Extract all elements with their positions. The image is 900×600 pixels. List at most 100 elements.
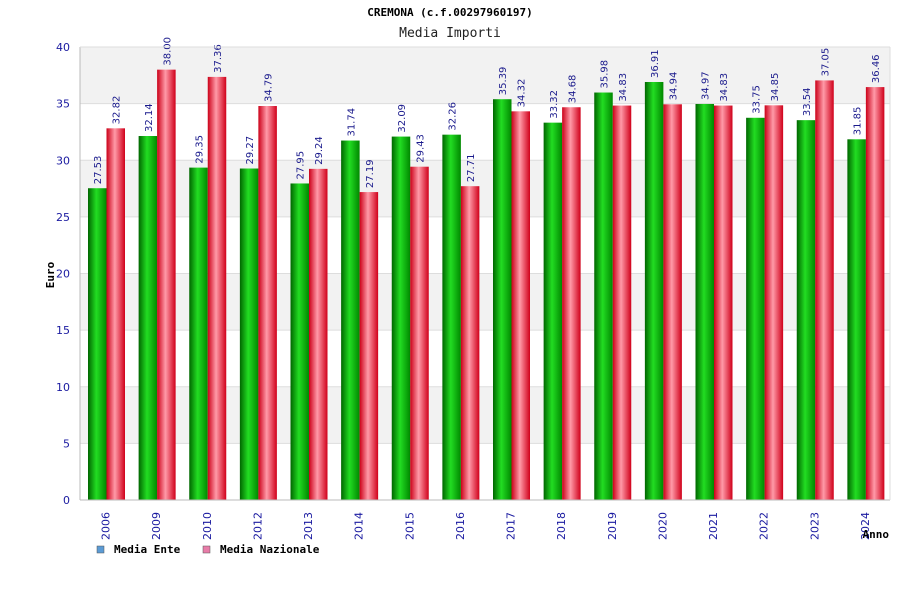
value-label: 35.98 (600, 60, 611, 89)
chart-subtitle: Media Importi (399, 26, 501, 41)
y-tick-label: 25 (56, 211, 70, 224)
value-label: 27.19 (365, 159, 376, 188)
x-tick-label: 2006 (100, 512, 113, 540)
bar-media-nazionale (865, 87, 885, 500)
bar-media-ente (138, 136, 158, 500)
x-tick-label: 2021 (707, 512, 720, 540)
bar-media-ente (391, 136, 411, 500)
axes: 0 5 10 15 20 25 30 35 40 2006 2009 2010 2012 2013 2014… (56, 41, 891, 540)
x-tick-label: 2010 (201, 512, 214, 540)
y-tick-label: 10 (56, 381, 70, 394)
x-tick-label: 2024 (859, 512, 872, 540)
bar-media-nazionale (764, 105, 784, 500)
x-tick-label: 2014 (353, 512, 366, 540)
legend-swatch (96, 545, 105, 554)
bars (88, 69, 885, 501)
value-label: 33.32 (549, 90, 560, 119)
value-label: 34.94 (669, 72, 680, 101)
bar-media-nazionale (460, 186, 480, 500)
value-label: 34.68 (567, 75, 578, 104)
value-label: 27.53 (93, 156, 104, 185)
y-tick-label: 15 (56, 324, 70, 337)
value-label: 37.36 (213, 44, 224, 73)
value-labels: 27.53 32.82 32.14 38.00 29.35 37.36 29.27 34.79… (93, 37, 882, 188)
value-label: 34.32 (517, 79, 528, 108)
value-label: 29.35 (195, 135, 206, 164)
bar-media-nazionale (258, 106, 277, 501)
bar-media-ente (543, 122, 563, 500)
value-label: 31.85 (853, 107, 864, 136)
bar-media-ente (695, 103, 714, 500)
value-label: 32.09 (397, 104, 408, 133)
bar-media-ente (594, 92, 613, 501)
x-tick-label: 2020 (656, 512, 669, 540)
y-axis-label: Euro (44, 261, 57, 288)
x-tick-label: 2017 (505, 512, 518, 540)
value-label: 34.83 (618, 73, 629, 102)
value-label: 27.71 (466, 154, 477, 183)
value-label: 29.27 (245, 136, 256, 165)
bar-media-nazionale (359, 192, 379, 501)
x-tick-label: 2019 (606, 512, 619, 540)
bar-media-ente (746, 117, 765, 500)
legend-label: Media Nazionale (220, 543, 320, 556)
bar-media-ente (493, 99, 512, 500)
value-label: 34.79 (264, 73, 275, 102)
value-label: 29.43 (416, 134, 427, 163)
value-label: 38.00 (162, 37, 173, 66)
legend-swatch (202, 545, 211, 554)
x-axis-label: Anno (863, 528, 890, 541)
bar-media-ente (189, 167, 208, 500)
y-tick-label: 20 (56, 268, 70, 281)
value-label: 31.74 (346, 108, 357, 137)
bar-media-nazionale (157, 69, 176, 501)
value-label: 27.95 (296, 151, 307, 180)
y-tick-label: 40 (56, 41, 70, 54)
bar-media-ente (290, 183, 309, 500)
bar-media-nazionale (511, 111, 530, 501)
x-tick-label: 2012 (251, 512, 264, 540)
bar-media-nazionale (612, 105, 632, 501)
legend: Media Ente Media Nazionale (96, 543, 320, 556)
value-label: 32.82 (112, 96, 123, 125)
x-tick-label: 2023 (808, 512, 821, 540)
y-tick-label: 30 (56, 154, 70, 167)
bar-media-nazionale (106, 128, 125, 500)
bar-media-ente (239, 168, 259, 500)
value-label: 34.85 (770, 73, 781, 102)
x-tick-label: 2018 (555, 512, 568, 540)
value-label: 36.91 (650, 49, 661, 78)
value-label: 35.39 (498, 67, 509, 96)
bar-media-ente (796, 120, 816, 501)
bar-media-ente (644, 81, 664, 500)
bar-media-nazionale (309, 168, 328, 500)
bar-media-ente (88, 188, 107, 500)
bar-media-nazionale (663, 104, 682, 500)
x-tick-label: 2022 (758, 512, 771, 540)
bar-media-nazionale (207, 76, 227, 500)
value-label: 34.83 (719, 73, 730, 102)
bar-media-nazionale (714, 105, 733, 501)
value-label: 33.54 (802, 88, 813, 117)
bar-media-ente (341, 140, 360, 500)
chart-title: CREMONA (c.f.00297960197) (367, 6, 533, 19)
x-tick-label: 2013 (302, 512, 315, 540)
x-tick-label: 2016 (454, 512, 467, 540)
bar-media-nazionale (815, 80, 834, 500)
bar-media-ente (442, 134, 461, 500)
value-label: 33.75 (751, 85, 762, 114)
value-label: 34.97 (701, 71, 712, 100)
bar-media-nazionale (562, 107, 581, 501)
x-tick-label: 2009 (150, 512, 163, 540)
x-tick-label: 2015 (403, 512, 416, 540)
legend-label: Media Ente (114, 543, 181, 556)
y-tick-label: 5 (63, 437, 70, 450)
y-tick-label: 35 (56, 98, 70, 111)
value-label: 32.14 (144, 103, 155, 132)
value-label: 32.26 (448, 102, 459, 131)
value-label: 37.05 (821, 48, 832, 77)
bar-media-ente (847, 139, 866, 500)
value-label: 29.24 (314, 136, 325, 165)
